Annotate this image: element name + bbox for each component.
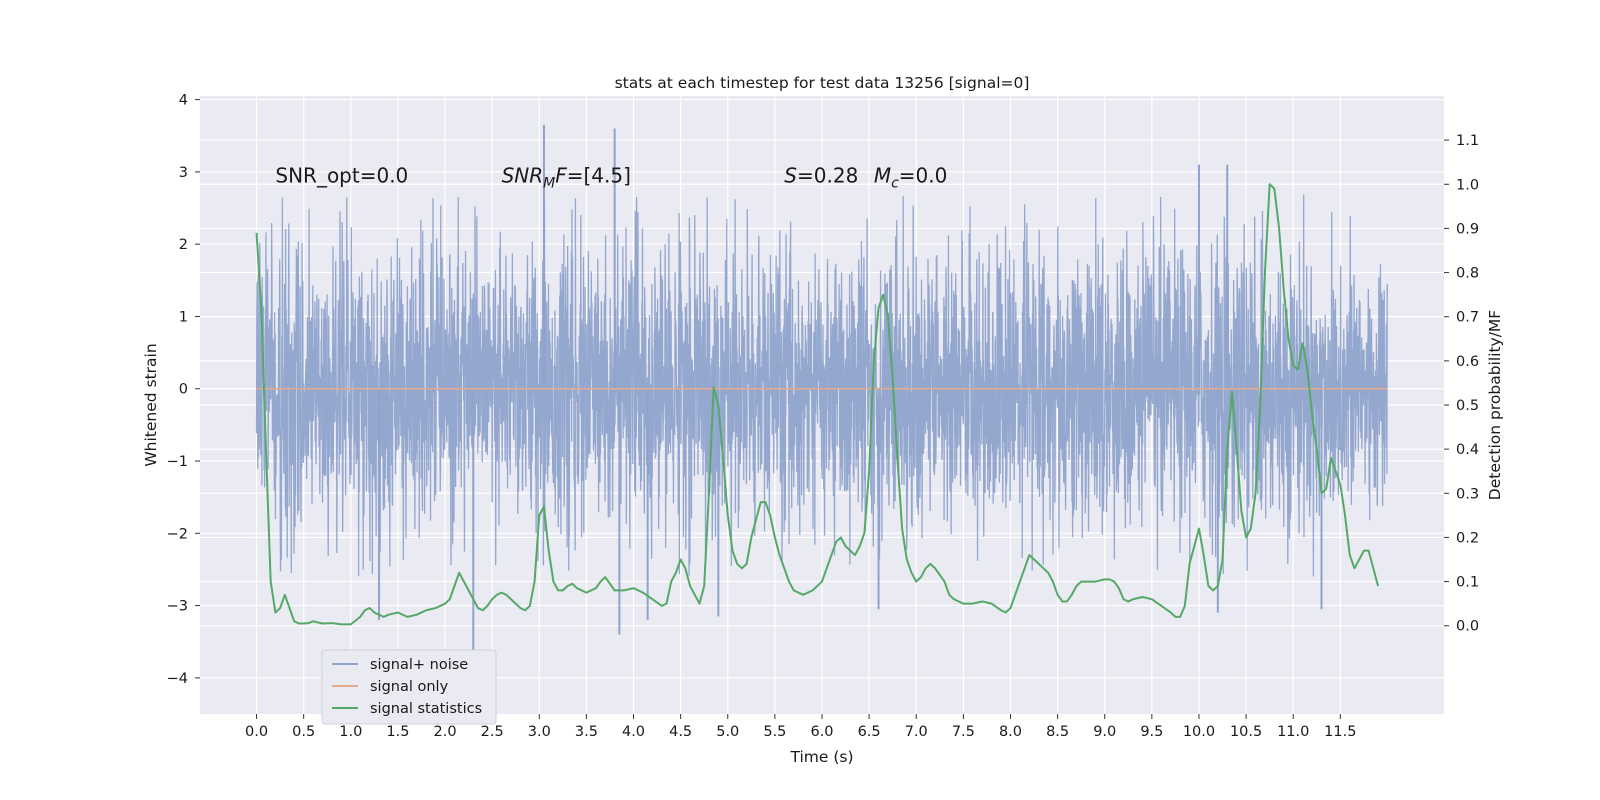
signal-statistics-line: [255, 183, 1379, 626]
y-tick-label: −3: [167, 599, 188, 615]
x-tick-label: 7.5: [952, 724, 975, 740]
x-tick-label: 8.0: [999, 724, 1022, 740]
x-tick-label: 1.5: [386, 724, 409, 740]
x-tick-label: 3.5: [575, 724, 598, 740]
signal-statistics-series: [255, 183, 1379, 626]
legend-label: signal+ noise: [370, 657, 468, 673]
x-tick-label: 11.5: [1324, 724, 1356, 740]
x-tick-label: 9.5: [1140, 724, 1163, 740]
x-axis-ticks: 0.0 0.5 1.0 1.5 2.0 2.5 3.0 3.5 4.0 4.5 5.0 5.5 6.0 6…: [245, 714, 1356, 740]
y-tick-label: 1: [179, 309, 188, 325]
x-tick-label: 11.0: [1277, 724, 1309, 740]
y-tick-label: 0: [179, 382, 188, 398]
noise-trace: [255, 194, 1389, 577]
chart-title: stats at each timestep for test data 132…: [615, 74, 1030, 92]
x-tick-label: 6.0: [810, 724, 833, 740]
x-tick-label: 2.0: [433, 724, 456, 740]
y2-tick-label: 0.3: [1456, 486, 1479, 502]
y2-tick-label: 0.1: [1456, 575, 1479, 591]
y2-tick-label: 1.0: [1456, 177, 1479, 193]
x-tick-label: 0.5: [292, 724, 315, 740]
y-tick-label: 4: [179, 93, 188, 109]
x-tick-label: 8.5: [1046, 724, 1069, 740]
annotations: SNR_opt=0.0 SNRMF=[4.5] S=0.28 Mc=0.0: [275, 164, 947, 192]
y-axis-label: Whitened strain: [142, 343, 160, 466]
x-tick-label: 2.5: [481, 724, 504, 740]
y2-tick-label: 0.2: [1456, 530, 1479, 546]
x-tick-label: 4.0: [622, 724, 645, 740]
x-tick-label: 1.0: [339, 724, 362, 740]
y2-tick-label: 0.0: [1456, 619, 1479, 635]
x-tick-label: 0.0: [245, 724, 268, 740]
y2-tick-label: 0.6: [1456, 354, 1479, 370]
y2-axis-label: Detection probability/MF: [1486, 310, 1504, 501]
x-tick-label: 5.0: [716, 724, 739, 740]
annotation-snr-mf: SNRMF=[4.5]: [502, 164, 631, 192]
y2-tick-label: 0.7: [1456, 310, 1479, 326]
y2-axis-ticks: 1.1 1.0 0.9 0.8 0.7 0.6 0.5 0.4 0.3 0.2 0.1 0.0: [1444, 133, 1479, 635]
x-tick-label: 10.5: [1230, 724, 1262, 740]
signal-plus-noise-series: [255, 124, 1389, 686]
y-tick-label: 3: [179, 165, 188, 181]
x-tick-label: 3.0: [528, 724, 551, 740]
x-tick-label: 4.5: [669, 724, 692, 740]
legend-label: signal only: [370, 679, 449, 695]
y2-tick-label: 1.1: [1456, 133, 1479, 149]
legend: signal+ noise signal only signal statistic…: [321, 649, 497, 725]
x-tick-label: 10.0: [1183, 724, 1215, 740]
y-tick-label: −2: [167, 526, 188, 542]
x-tick-label: 9.0: [1093, 724, 1116, 740]
y2-tick-label: 0.8: [1456, 266, 1479, 282]
annotation-snr-opt: SNR_opt=0.0: [275, 164, 408, 188]
y-tick-label: −1: [167, 454, 188, 470]
y2-tick-label: 0.5: [1456, 398, 1479, 414]
y-axis-ticks: 4 3 2 1 0 −1 −2 −3 −4: [167, 93, 200, 687]
x-tick-label: 5.5: [763, 724, 786, 740]
x-tick-label: 6.5: [858, 724, 881, 740]
y-tick-label: 2: [179, 237, 188, 253]
legend-box: [321, 649, 497, 725]
annotation-s-stat: S=0.28: [784, 164, 858, 188]
y-tick-label: −4: [167, 671, 188, 687]
x-tick-label: 7.0: [905, 724, 928, 740]
annotation-mc: Mc=0.0: [874, 164, 948, 192]
y2-tick-label: 0.9: [1456, 221, 1479, 237]
legend-label: signal statistics: [370, 701, 482, 717]
x-axis-label: Time (s): [789, 748, 853, 766]
y2-tick-label: 0.4: [1456, 442, 1479, 458]
